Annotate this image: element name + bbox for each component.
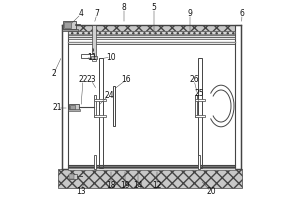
Bar [62,25,241,31]
Text: 14: 14 [133,180,143,190]
Bar [68,37,236,39]
Bar [113,86,115,126]
Bar [94,155,96,169]
Text: 7: 7 [94,9,99,19]
Bar [92,25,96,56]
Bar [68,31,236,34]
Bar [64,22,71,28]
Text: 5: 5 [152,3,156,12]
Text: 10: 10 [106,52,116,62]
Text: 23: 23 [86,75,96,84]
Bar [68,35,236,37]
Bar [62,29,78,31]
Text: 16: 16 [121,75,131,84]
Text: 20: 20 [206,187,216,196]
Text: 19: 19 [120,180,130,190]
Bar [81,54,94,58]
Bar [195,115,205,117]
Bar [70,105,75,109]
Text: 22: 22 [78,75,88,84]
Text: 9: 9 [188,9,192,19]
Bar [236,25,241,169]
Bar [92,59,96,61]
Bar [92,56,97,59]
Bar [69,174,77,179]
Text: 2: 2 [51,70,56,78]
Text: 18: 18 [106,180,116,190]
Text: 13: 13 [76,187,86,196]
Text: 8: 8 [122,3,126,12]
Bar [94,115,106,117]
Bar [94,99,106,101]
Bar [62,25,68,169]
Text: 6: 6 [240,9,244,19]
Text: 21: 21 [53,104,62,112]
Text: 4: 4 [79,9,83,19]
Bar [195,95,196,117]
Bar [68,109,80,111]
Bar [198,155,200,169]
Bar [198,58,202,168]
Text: 26: 26 [189,75,199,84]
Bar [63,21,76,29]
Bar [195,99,205,101]
Bar [99,58,103,168]
Bar [58,169,242,188]
Bar [69,104,79,110]
Bar [94,95,96,117]
Text: 25: 25 [194,88,204,98]
Text: 24: 24 [104,90,114,99]
Text: 11: 11 [87,52,97,62]
Bar [68,168,236,170]
Text: 12: 12 [152,180,162,190]
Bar [69,174,74,179]
